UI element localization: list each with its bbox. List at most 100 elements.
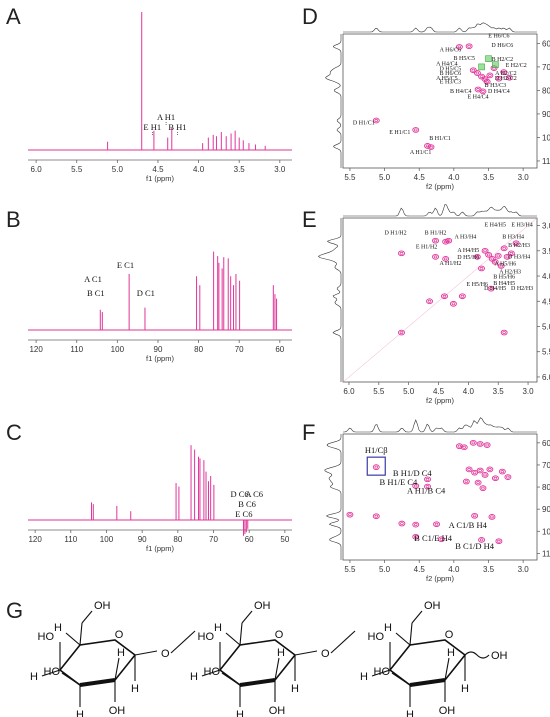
cross-peak-core <box>457 45 462 49</box>
y-tick-label: 70 <box>542 461 550 470</box>
cross-peak-annotation: B H5/H6 <box>493 275 515 281</box>
cross-peak-annotation: E H4/H5 <box>484 223 506 229</box>
y-tick-label: 6.0 <box>542 373 550 382</box>
cross-peak-core <box>483 249 487 253</box>
cross-peak-core <box>442 294 447 298</box>
cross-peak <box>481 247 489 254</box>
hydrogen-label: H <box>291 683 299 695</box>
cross-peak-core <box>500 470 505 474</box>
glycosidic-bond <box>294 650 318 656</box>
cross-peak <box>458 293 466 300</box>
cross-peak-core <box>414 484 418 488</box>
hydrogen-label: H <box>131 683 139 695</box>
cross-peak <box>487 285 495 292</box>
x-tick-label: 5.0 <box>112 165 124 174</box>
panel-label-e: E <box>302 207 317 232</box>
y-tick-label: 3.5 <box>542 247 550 256</box>
x-axis-label: f2 (ppm) <box>426 396 454 405</box>
cross-peak <box>491 259 499 265</box>
panel-label-f: F <box>302 420 316 445</box>
cross-peak-core <box>496 254 500 258</box>
bond <box>225 632 241 646</box>
cross-peak-core <box>497 539 501 543</box>
hydrogen-label: H <box>30 671 38 683</box>
x-tick-label: 6.0 <box>31 165 43 174</box>
cross-peak-annotation: B C1/E H4 <box>414 533 453 543</box>
peak-annotation: E H1 <box>143 122 161 132</box>
cross-peak <box>412 127 420 133</box>
x-tick-label: 4.0 <box>448 565 460 574</box>
x-tick-label: 5.5 <box>373 387 385 396</box>
top-projection <box>343 22 537 33</box>
cross-peak-core <box>471 68 476 72</box>
y-tick-label: 90 <box>542 505 550 514</box>
cross-peak-core <box>414 535 418 539</box>
x-tick-label: 80 <box>173 535 182 544</box>
cross-peak-core <box>481 486 485 490</box>
cross-peak-core <box>485 443 489 447</box>
peak-annotation: E C6 <box>235 509 252 519</box>
cross-peak <box>478 537 486 543</box>
x-tick-label: 5.0 <box>379 173 391 182</box>
cross-peak <box>500 245 508 252</box>
cross-peak-negative <box>478 63 485 71</box>
glycosidic-oxygen-label: O <box>161 648 170 660</box>
bond <box>41 669 61 677</box>
cross-peak-annotation: A H1/B C4 <box>407 486 446 496</box>
cross-peak-annotation: A H4/C4 <box>436 62 458 68</box>
hydrogen-label: H <box>117 647 125 659</box>
hydroxyl-label: OH <box>254 600 271 612</box>
cross-peak-core <box>399 331 404 334</box>
cross-peak-annotation: D H5/H6 <box>457 255 479 261</box>
bond <box>239 622 243 646</box>
x-axis-label: f1 (ppm) <box>146 354 174 363</box>
cross-peak-core <box>506 475 510 479</box>
x-tick-label: 3.5 <box>493 387 505 396</box>
x-tick-label: 3.5 <box>483 173 495 182</box>
cross-peak-core <box>399 251 404 255</box>
y-tick-label: 5.0 <box>542 322 550 331</box>
hydroxyl-label: HO <box>374 666 391 678</box>
cross-peak <box>491 475 499 482</box>
x-tick-label: 4.5 <box>433 387 445 396</box>
cross-peak-core <box>486 253 491 257</box>
cross-peak-core <box>400 522 404 525</box>
cross-peak <box>412 533 420 540</box>
x-tick-label: 120 <box>29 345 43 354</box>
cross-peak <box>445 237 453 244</box>
cross-peak-annotation: B H3/H4 <box>502 235 524 241</box>
bond <box>444 657 450 681</box>
cross-peak <box>424 476 431 483</box>
panel-label-c: C <box>6 420 22 445</box>
cross-peak <box>455 44 463 50</box>
cross-peak <box>442 256 450 262</box>
ring-oxygen-label: O <box>445 629 454 641</box>
cross-peak <box>398 329 405 336</box>
glycosidic-bond <box>170 630 196 654</box>
cross-peak-annotation: A H2/C2 <box>495 71 517 77</box>
bond <box>114 657 120 681</box>
cross-peak-annotation: D H4/H5 <box>484 286 506 292</box>
cross-peak-annotation: D H2/C2 <box>495 76 517 82</box>
cross-peak-core <box>433 239 438 243</box>
cross-peak-core <box>433 255 438 259</box>
cross-peak <box>426 298 434 305</box>
anomeric-wavy-bond <box>464 651 490 659</box>
hydrogen-label: H <box>384 622 392 634</box>
cross-peak <box>486 72 494 79</box>
cross-peak <box>427 144 435 150</box>
x-tick-label: 100 <box>111 345 125 354</box>
x-tick-label: 110 <box>64 535 77 544</box>
y-tick-label: 80 <box>542 483 550 492</box>
cross-peak-core <box>490 515 494 519</box>
cross-peak <box>398 520 406 527</box>
cross-peak-core <box>509 251 514 255</box>
x-tick-label: 5.0 <box>379 565 391 574</box>
ring-oxygen-label: O <box>115 629 124 641</box>
cross-peak-annotation: D H1/C1 <box>353 121 375 127</box>
cross-peak-core <box>434 522 439 526</box>
cross-peak-core <box>493 260 497 264</box>
x-axis-label: f2 (ppm) <box>426 574 454 583</box>
cross-peak-annotation: E H1/C1 <box>389 130 410 136</box>
hydroxyl-label: OH <box>269 705 286 717</box>
